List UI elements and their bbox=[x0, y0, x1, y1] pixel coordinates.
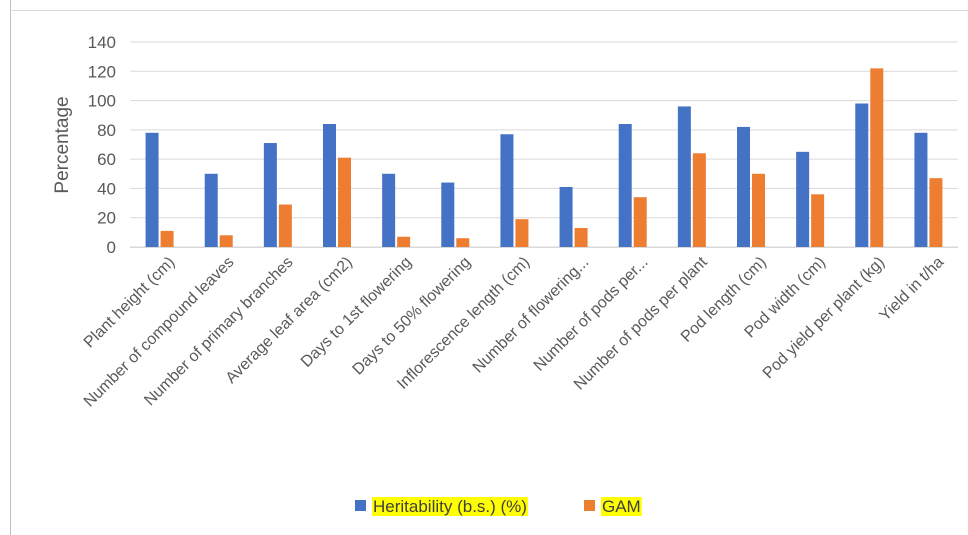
x-axis-labels: Plant height (cm)Number of compound leav… bbox=[81, 253, 947, 410]
x-category-label: Number of flowering... bbox=[470, 254, 593, 377]
bar-gam bbox=[574, 227, 588, 247]
y-tick-label: 20 bbox=[97, 209, 116, 228]
bar-heritability bbox=[204, 173, 218, 247]
legend-label-gam: GAM bbox=[602, 497, 641, 516]
y-axis-ticks: 0 20 40 60 80 100 120 140 bbox=[88, 33, 116, 257]
bar-gam bbox=[397, 236, 411, 247]
bar-heritability bbox=[500, 134, 514, 247]
y-tick-label: 80 bbox=[97, 121, 116, 140]
bar-gam bbox=[278, 204, 292, 247]
y-tick-label: 140 bbox=[88, 33, 116, 52]
y-axis-title: Percentage bbox=[52, 96, 73, 193]
bar-heritability bbox=[855, 103, 869, 247]
x-category-label: Days to 50% flowering bbox=[350, 254, 475, 379]
x-category-label: Number of pods per... bbox=[531, 254, 652, 375]
bar-gam bbox=[692, 153, 706, 247]
gridlines bbox=[130, 41, 958, 248]
y-tick-label: 0 bbox=[107, 238, 116, 257]
bar-heritability bbox=[559, 186, 573, 247]
legend-highlight bbox=[372, 497, 528, 516]
bar-heritability bbox=[737, 126, 750, 247]
x-category-label: Days to 1st flowering bbox=[298, 254, 415, 371]
legend: Heritability (b.s.) (%) GAM bbox=[355, 497, 642, 516]
y-tick-label: 120 bbox=[88, 62, 116, 81]
bar-gam bbox=[515, 219, 529, 247]
bar-gam bbox=[929, 178, 943, 247]
x-category-label: Yield in t/ha bbox=[877, 254, 948, 325]
bars bbox=[145, 68, 943, 247]
bar-heritability bbox=[618, 124, 632, 247]
bar-heritability bbox=[796, 151, 810, 247]
legend-swatch-heritability bbox=[355, 500, 366, 511]
legend-swatch-gam bbox=[584, 500, 595, 511]
bar-heritability bbox=[263, 143, 277, 247]
y-tick-label: 100 bbox=[88, 92, 116, 111]
bar-gam bbox=[338, 157, 351, 247]
bar-gam bbox=[752, 173, 765, 247]
bar-gam bbox=[870, 68, 884, 247]
bar-gam bbox=[219, 235, 233, 247]
y-tick-label: 60 bbox=[97, 150, 116, 169]
bar-gam bbox=[633, 197, 647, 247]
bar-heritability bbox=[145, 132, 159, 247]
y-tick-label: 40 bbox=[97, 179, 116, 198]
bar-gam bbox=[811, 194, 825, 247]
bar-heritability bbox=[323, 124, 336, 247]
bar-heritability bbox=[382, 173, 396, 247]
bar-gam bbox=[456, 238, 470, 247]
bar-gam bbox=[160, 230, 174, 247]
x-category-label: Pod yield per plant (kg) bbox=[760, 254, 888, 382]
bar-heritability bbox=[441, 182, 455, 247]
bar-heritability bbox=[914, 132, 928, 247]
bar-heritability bbox=[677, 106, 691, 247]
legend-label-heritability: Heritability (b.s.) (%) bbox=[373, 497, 527, 516]
legend-highlight bbox=[601, 497, 642, 516]
